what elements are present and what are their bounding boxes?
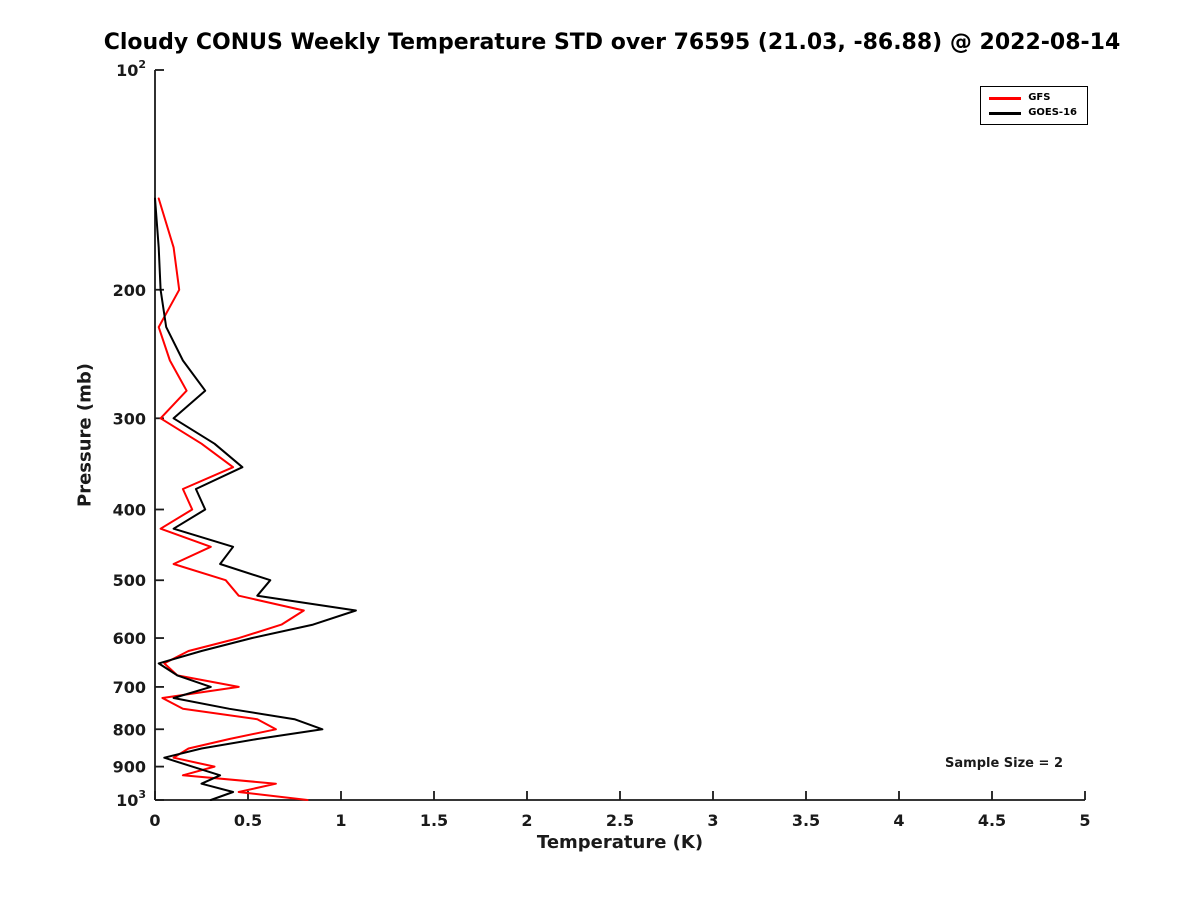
y-tick-label: 700 bbox=[113, 678, 146, 697]
y-axis-title: Pressure (mb) bbox=[74, 363, 96, 507]
legend: GFS GOES-16 bbox=[980, 86, 1088, 125]
x-tick-label: 2 bbox=[521, 811, 532, 830]
x-axis-title: Temperature (K) bbox=[536, 832, 704, 853]
x-tick-label: 0 bbox=[149, 811, 160, 830]
x-tick-label: 3.5 bbox=[792, 811, 820, 830]
legend-label-gfs: GFS bbox=[1028, 92, 1051, 103]
legend-label-goes16: GOES-16 bbox=[1028, 107, 1077, 118]
y-tick-label: 800 bbox=[113, 720, 146, 739]
y-tick-label: 102 bbox=[116, 58, 146, 80]
x-tick-label: 1.5 bbox=[420, 811, 448, 830]
x-tick-label: 1 bbox=[335, 811, 346, 830]
y-tick-label: 103 bbox=[116, 788, 146, 810]
y-tick-label: 400 bbox=[113, 501, 146, 520]
goes16-line-swatch bbox=[989, 111, 1022, 115]
series-line-goes-16 bbox=[154, 197, 357, 801]
y-tick-label: 600 bbox=[113, 629, 146, 648]
x-tick-label: 3 bbox=[707, 811, 718, 830]
sample-size-annotation: Sample Size = 2 bbox=[945, 756, 1063, 771]
gfs-line-swatch bbox=[989, 96, 1022, 100]
legend-item-gfs: GFS bbox=[989, 92, 1077, 104]
x-tick-label: 5 bbox=[1079, 811, 1090, 830]
x-tick-label: 4.5 bbox=[978, 811, 1006, 830]
y-tick-label: 500 bbox=[113, 571, 146, 590]
y-tick-label: 300 bbox=[113, 409, 146, 428]
x-tick-label: 2.5 bbox=[606, 811, 634, 830]
chart-title: Cloudy CONUS Weekly Temperature STD over… bbox=[103, 30, 1121, 55]
y-tick-label: 900 bbox=[113, 758, 146, 777]
series-line-gfs bbox=[157, 197, 309, 801]
legend-item-goes16: GOES-16 bbox=[989, 107, 1077, 119]
y-tick-label: 200 bbox=[113, 281, 146, 300]
x-tick-label: 4 bbox=[893, 811, 904, 830]
x-tick-label: 0.5 bbox=[234, 811, 262, 830]
